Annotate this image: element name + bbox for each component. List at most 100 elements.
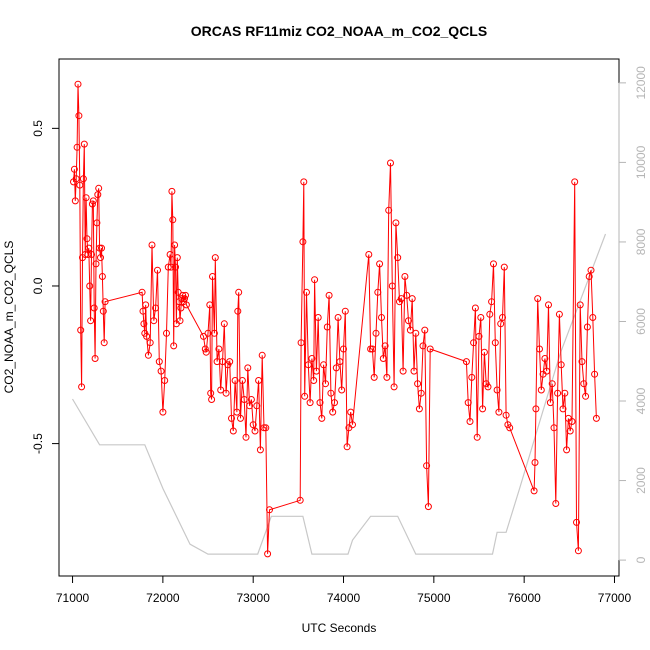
data-point [144, 351, 152, 359]
data-point [323, 323, 331, 331]
data-point [365, 251, 373, 258]
data-point [502, 411, 510, 419]
data-point [464, 399, 472, 407]
right-y-tick-label: 12000 [634, 66, 648, 100]
data-point [176, 317, 184, 325]
data-point [87, 317, 95, 325]
data-point [301, 392, 309, 400]
data-point [587, 266, 595, 274]
difference-series-markers [70, 80, 600, 558]
data-point [209, 273, 216, 280]
data-point [83, 235, 91, 243]
data-point [424, 503, 432, 511]
data-point [297, 339, 305, 347]
data-point [471, 304, 479, 312]
data-point [385, 206, 393, 214]
data-point [150, 317, 158, 325]
data-point [82, 194, 90, 202]
data-point [423, 462, 431, 470]
data-point [499, 314, 506, 321]
right-y-tick-label: 4000 [634, 387, 648, 414]
data-point [143, 332, 151, 340]
data-point [379, 355, 387, 362]
data-point [208, 396, 216, 403]
data-point [546, 399, 554, 407]
x-tick-label: 75000 [417, 591, 451, 605]
data-point [394, 254, 402, 262]
data-point [146, 339, 154, 347]
data-point [240, 396, 248, 403]
data-point [486, 310, 494, 318]
data-point [341, 307, 349, 315]
data-point [500, 263, 508, 271]
data-point [374, 288, 382, 296]
data-point [304, 361, 312, 369]
data-point [73, 143, 81, 151]
data-point [589, 314, 597, 321]
data-point [85, 244, 93, 252]
data-point [72, 175, 80, 183]
data-point [557, 361, 565, 369]
data-point [264, 550, 272, 558]
data-point [399, 367, 407, 375]
data-point [229, 427, 237, 435]
data-point [318, 414, 326, 422]
data-point [154, 266, 161, 274]
data-point [96, 244, 104, 252]
data-point [219, 358, 226, 366]
data-point [296, 496, 304, 504]
data-point [91, 355, 99, 362]
data-point [169, 216, 177, 224]
data-point [155, 358, 163, 366]
right-y-tick-label: 10000 [634, 145, 648, 179]
data-point [336, 358, 344, 366]
data-point [376, 260, 384, 268]
data-point [164, 263, 172, 271]
data-point [226, 358, 234, 366]
data-point [550, 424, 558, 432]
data-point [211, 254, 219, 262]
data-point [401, 273, 409, 280]
data-point [536, 345, 543, 353]
data-point [349, 421, 356, 429]
right-y-tick-label: 8000 [634, 228, 648, 255]
data-point [300, 178, 308, 186]
data-point [86, 282, 94, 290]
data-point [310, 377, 318, 384]
data-point [173, 254, 181, 262]
chart-title: ORCAS RF11miz CO2_NOAA_m_CO2_QCLS [191, 23, 487, 39]
data-point [531, 459, 539, 466]
data-point [410, 367, 418, 375]
data-point [506, 424, 514, 432]
data-point [222, 389, 230, 397]
data-point [320, 361, 328, 369]
data-point [592, 414, 600, 422]
data-point [308, 355, 316, 362]
data-point [251, 427, 259, 435]
data-point [215, 345, 223, 353]
data-point [100, 339, 108, 347]
data-point [234, 307, 242, 315]
data-point [532, 405, 540, 413]
data-point [552, 500, 560, 507]
data-point [383, 373, 391, 381]
altitude-line [71, 233, 607, 555]
data-point [247, 396, 255, 403]
data-point [217, 386, 225, 394]
data-point [327, 389, 335, 397]
data-point [390, 383, 398, 391]
data-point [312, 367, 320, 375]
data-point [306, 399, 314, 407]
y-tick-label: 0.0 [31, 277, 45, 294]
data-point [99, 307, 107, 315]
data-point [566, 427, 574, 435]
right-y-tick-label: 6000 [634, 308, 648, 335]
data-point [497, 320, 505, 328]
data-point [414, 380, 422, 388]
data-point [163, 329, 170, 337]
data-point [392, 219, 400, 227]
data-point [77, 326, 85, 334]
altitude-series [71, 233, 607, 555]
data-point [491, 339, 499, 347]
